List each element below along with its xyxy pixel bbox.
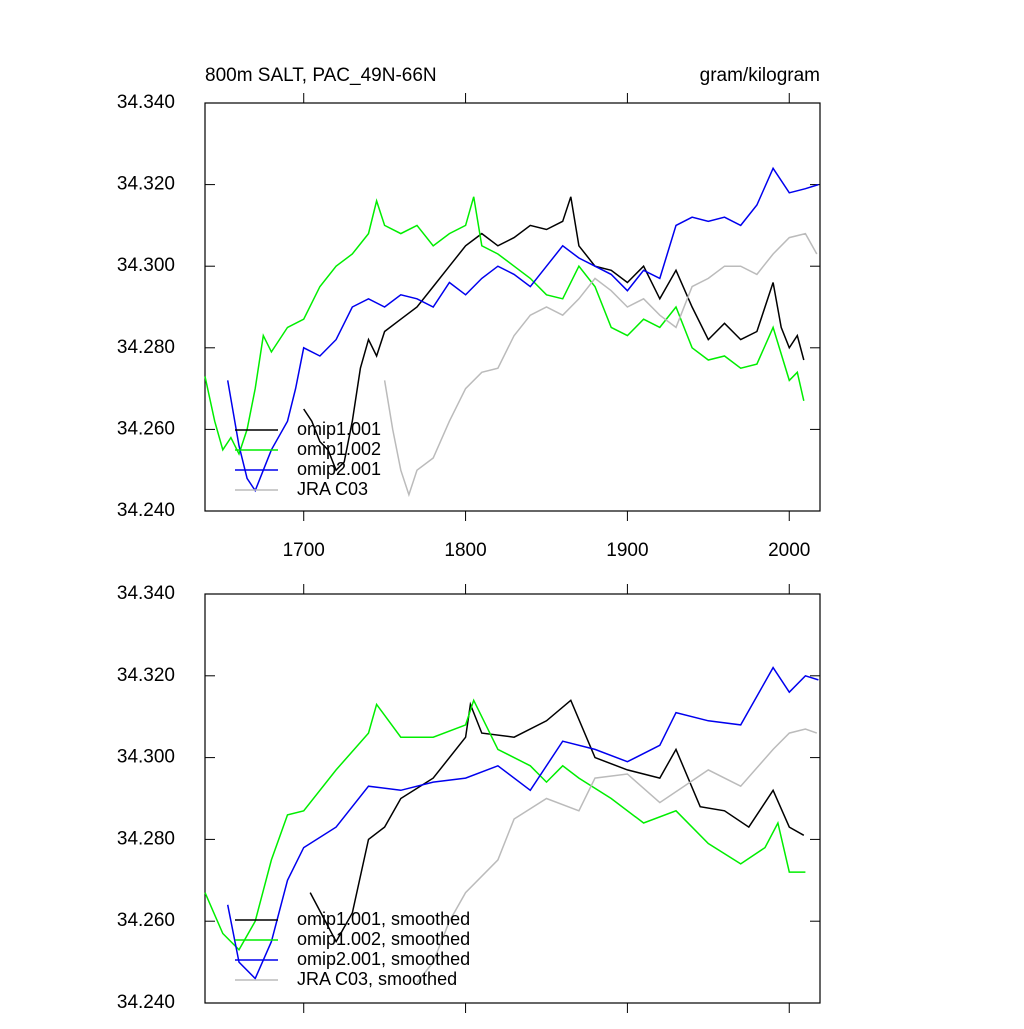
data-line	[303, 196, 805, 472]
y-tick-label: 34.240	[117, 992, 175, 1013]
data-line	[226, 166, 819, 493]
legend-label: omip2.001	[297, 459, 381, 479]
data-line	[204, 698, 806, 952]
y-tick-label: 34.280	[117, 337, 175, 358]
y-tick-label: 34.300	[117, 747, 175, 768]
legend-label: omip2.001, smoothed	[297, 949, 470, 969]
legend-label: omip1.002, smoothed	[297, 929, 470, 949]
x-tick-label: 1800	[444, 540, 486, 561]
x-tick-label: 1700	[283, 540, 325, 561]
y-tick-label: 34.260	[117, 910, 175, 931]
data-line	[204, 196, 805, 456]
legend-label: omip1.001	[297, 419, 381, 439]
y-tick-label: 34.340	[117, 583, 175, 604]
y-tick-label: 34.240	[117, 500, 175, 521]
data-line	[309, 699, 805, 944]
data-line	[416, 728, 818, 984]
legend-label: omip1.002	[297, 439, 381, 459]
y-tick-label: 34.260	[117, 418, 175, 439]
y-tick-label: 34.280	[117, 828, 175, 849]
legend-label: JRA C03	[297, 479, 368, 499]
data-line	[226, 666, 819, 980]
chart-title: 800m SALT, PAC_49N-66N	[205, 65, 437, 86]
x-tick-label: 1900	[606, 540, 648, 561]
y-tick-label: 34.320	[117, 174, 175, 195]
plot-frame	[204, 593, 821, 1004]
y-tick-label: 34.300	[117, 255, 175, 276]
x-tick-label: 2000	[768, 540, 810, 561]
legend-label: JRA C03, smoothed	[297, 969, 457, 989]
data-line	[383, 232, 818, 498]
units-label: gram/kilogram	[700, 65, 820, 86]
y-tick-label: 34.340	[117, 92, 175, 113]
plot-frame	[204, 102, 821, 512]
y-tick-label: 34.320	[117, 665, 175, 686]
legend-label: omip1.001, smoothed	[297, 909, 470, 929]
